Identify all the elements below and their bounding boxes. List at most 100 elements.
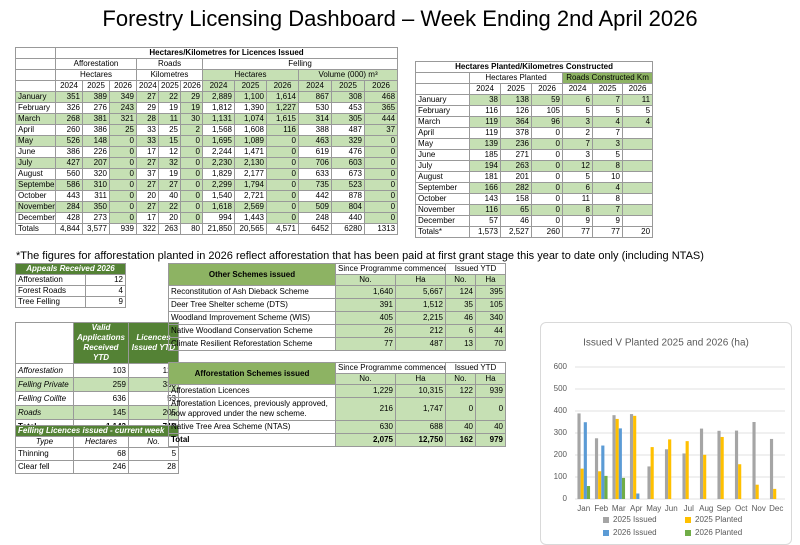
cell: 1,640 xyxy=(335,285,396,299)
cell: 0 xyxy=(109,212,137,224)
cell: 119 xyxy=(469,127,501,139)
cell xyxy=(621,215,654,227)
cell: 0 xyxy=(531,215,563,227)
cell: 27 xyxy=(158,179,181,191)
cell: 427 xyxy=(55,157,83,169)
cell: 6 xyxy=(562,94,593,106)
year-header: 2025 xyxy=(82,80,110,92)
cell: 0 xyxy=(266,146,299,158)
cell: 236 xyxy=(500,138,532,150)
cell: 3 xyxy=(562,149,593,161)
cell: 33 xyxy=(136,124,159,136)
cell: 11 xyxy=(562,193,593,205)
cell: 0 xyxy=(531,171,563,183)
year-header: 2025 xyxy=(234,80,267,92)
unit-header: Kilometres xyxy=(136,69,203,81)
bar xyxy=(618,428,622,499)
cell: 116 xyxy=(469,204,501,216)
cell: 201 xyxy=(500,171,532,183)
cell: 44 xyxy=(475,324,507,338)
cell: 994 xyxy=(202,212,235,224)
cell: 476 xyxy=(331,146,365,158)
cell: 509 xyxy=(298,201,332,213)
cell: 1,829 xyxy=(202,168,235,180)
cell: 0 xyxy=(180,201,203,213)
x-tick-label: Mar xyxy=(612,504,626,513)
cell: 20,565 xyxy=(234,223,267,235)
cell: 2,889 xyxy=(202,91,235,103)
cell: 3 xyxy=(592,138,623,150)
cell: 1,573 xyxy=(469,226,501,238)
cell: 349 xyxy=(109,91,137,103)
year-header: 2025 xyxy=(331,80,365,92)
row-label: May xyxy=(15,135,56,147)
column-header: Ha xyxy=(394,274,447,286)
cell: 5,667 xyxy=(394,285,447,299)
afforestation-schemes-table: Afforestation Schemes issued Since Progra… xyxy=(168,362,507,447)
cell: 0 xyxy=(109,179,137,191)
cell: 116 xyxy=(469,105,501,117)
cell xyxy=(15,58,56,70)
cell: 7 xyxy=(592,127,623,139)
cell: 145 xyxy=(73,405,129,420)
group-header: Issued YTD xyxy=(445,362,507,374)
cell: 0 xyxy=(109,168,137,180)
cell: 40 xyxy=(475,420,507,434)
year-header: 2025 xyxy=(158,80,181,92)
cell: 216 xyxy=(335,397,396,421)
cell: 391 xyxy=(335,298,396,312)
cell: 194 xyxy=(469,160,501,172)
cell: 0 xyxy=(180,157,203,169)
row-label: December xyxy=(15,212,56,224)
cell: Native Woodland Conservation Scheme xyxy=(168,324,336,338)
x-tick-label: Sep xyxy=(717,504,732,513)
cell: 0 xyxy=(266,212,299,224)
cell: 28 xyxy=(127,460,180,474)
cell: 5 xyxy=(127,447,180,461)
cell: 735 xyxy=(298,179,332,191)
cell: 405 xyxy=(335,311,396,325)
row-label: November xyxy=(15,201,56,213)
cell: 0 xyxy=(266,135,299,147)
cell: 442 xyxy=(298,190,332,202)
cell: 27 xyxy=(136,91,159,103)
unit-header: Volume (000) m³ xyxy=(297,69,399,81)
cell: 263 xyxy=(158,223,181,235)
cell: 29 xyxy=(180,91,203,103)
bar xyxy=(601,445,605,499)
cell: 1,568 xyxy=(202,124,235,136)
cell: 12,750 xyxy=(394,433,447,447)
cell: 2,230 xyxy=(202,157,235,169)
cell: 3,577 xyxy=(82,223,110,235)
bar xyxy=(647,466,651,499)
cell: 29 xyxy=(136,102,159,114)
row-label: September xyxy=(15,179,56,191)
cell: 1,443 xyxy=(234,212,267,224)
cell: 46 xyxy=(500,215,532,227)
cell: 2,299 xyxy=(202,179,235,191)
cell: 26 xyxy=(335,324,396,338)
year-header: 2026 xyxy=(109,80,137,92)
cell: 9 xyxy=(592,215,623,227)
bar xyxy=(621,477,626,499)
cell: 143 xyxy=(469,193,501,205)
bar xyxy=(636,493,640,499)
cell: 0 xyxy=(266,168,299,180)
cell: 453 xyxy=(331,102,365,114)
y-tick-label: 0 xyxy=(563,494,568,503)
cell: 444 xyxy=(363,113,399,125)
cell: 15 xyxy=(158,135,181,147)
footnote: *The figures for afforestation planted i… xyxy=(16,250,704,262)
cell: 0 xyxy=(266,201,299,213)
row-label: February xyxy=(415,105,470,117)
cell: 0 xyxy=(109,146,137,158)
cell: 37 xyxy=(136,168,159,180)
cell: 0 xyxy=(180,179,203,191)
year-header: 2024 xyxy=(55,80,83,92)
cell: 310 xyxy=(82,179,110,191)
group-header: Since Programme commenced xyxy=(334,263,447,275)
cell: 2,721 xyxy=(234,190,267,202)
cell: 259 xyxy=(73,377,129,392)
cell: 0 xyxy=(109,135,137,147)
cell: 105 xyxy=(475,298,507,312)
